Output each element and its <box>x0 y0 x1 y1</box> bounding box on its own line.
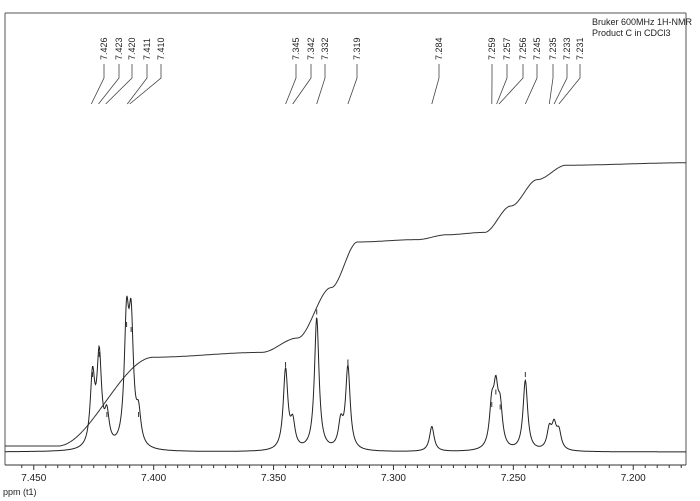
peak-label: 7.245 <box>532 37 542 60</box>
peak-label: 7.420 <box>127 37 137 60</box>
peak-label: 7.284 <box>434 37 444 60</box>
x-tick-label: 7.350 <box>261 473 286 484</box>
peak-label: 7.423 <box>114 37 124 60</box>
peak-label-leader <box>286 64 296 104</box>
peak-label-leader <box>99 64 120 104</box>
peak-label-leader <box>525 64 537 104</box>
peak-label: 7.411 <box>142 38 152 60</box>
peak-label-leader <box>130 64 161 104</box>
x-axis: 7.450 7.400 7.350 7.300 7.250 7.200 <box>5 465 686 484</box>
x-axis-label: ppm (t1) <box>3 487 37 497</box>
peak-label: 7.259 <box>487 37 497 60</box>
peak-label-leader <box>497 64 507 104</box>
peak-label-leader <box>499 64 523 104</box>
peak-label-leader <box>432 64 439 104</box>
peak-label-leader <box>559 64 580 104</box>
peak-label-leader <box>317 64 325 104</box>
x-tick-label: 7.300 <box>381 473 406 484</box>
peak-label: 7.426 <box>99 37 109 60</box>
peak-label: 7.342 <box>306 37 316 60</box>
peak-label: 7.235 <box>548 37 558 60</box>
peak-label-leader <box>293 64 311 104</box>
peak-label: 7.410 <box>156 37 166 60</box>
peak-label-leader <box>348 64 357 104</box>
peak-label: 7.233 <box>562 37 572 60</box>
peak-label: 7.319 <box>352 37 362 60</box>
x-tick-label: 7.250 <box>501 473 526 484</box>
spectrum-line <box>5 296 686 452</box>
peak-label-leader <box>549 64 553 104</box>
x-tick-label: 7.200 <box>621 473 646 484</box>
peak-label: 7.231 <box>575 37 585 60</box>
peak-label: 7.256 <box>518 37 528 60</box>
peak-label: 7.345 <box>291 37 301 60</box>
x-tick-label: 7.450 <box>21 473 46 484</box>
peak-label-leader <box>554 64 567 104</box>
peak-label: 7.257 <box>502 37 512 60</box>
peak-label-leader <box>91 64 104 104</box>
x-tick-label: 7.400 <box>141 473 166 484</box>
peak-label: 7.332 <box>320 37 330 60</box>
peak-labels: 7.426 7.423 7.420 7.411 7.410 7.345 7.342 7.332… <box>91 37 585 104</box>
